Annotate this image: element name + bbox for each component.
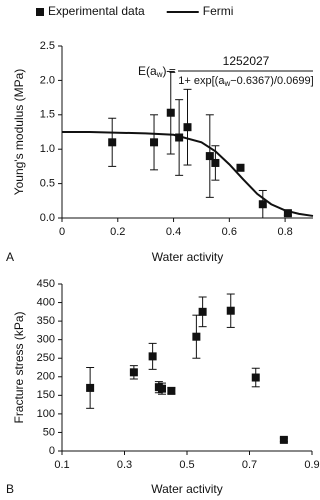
x-tick-label: 0.1: [54, 459, 69, 471]
y-tick-label: 50: [43, 426, 55, 438]
data-point: [205, 152, 214, 161]
data-point: [129, 368, 138, 377]
data-point: [211, 158, 220, 167]
data-point: [175, 133, 184, 142]
y-tick-label: 400: [37, 296, 55, 308]
y-tick-label: 0: [49, 445, 55, 457]
data-point: [279, 435, 288, 444]
annotation-numerator: 1252027: [223, 54, 270, 68]
data-point: [108, 138, 117, 147]
data-point: [236, 163, 245, 172]
fit-line: [62, 131, 314, 217]
annotation-text: ) =: [162, 64, 175, 78]
data-point: [166, 108, 175, 117]
y-tick-label: 450: [37, 278, 55, 290]
data-point: [258, 200, 267, 209]
x-tick-label: 0.4: [166, 226, 181, 238]
y-tick-label: 100: [37, 408, 55, 420]
legend-label: Experimental data: [48, 4, 145, 18]
y-tick-label: 2.5: [40, 40, 55, 52]
data-point: [198, 307, 207, 316]
y-tick-label: 200: [37, 371, 55, 383]
x-axis-label: Water activity: [152, 250, 224, 264]
annotation-lhs: E(aw) =: [138, 64, 176, 79]
y-tick-label: 1.0: [40, 143, 55, 155]
y-axis-label: Young's modulus (MPa): [12, 69, 26, 196]
y-tick-label: 250: [37, 352, 55, 364]
annotation-text: E(a: [138, 64, 157, 78]
x-tick-label: 0.5: [179, 459, 194, 471]
y-tick-label: 2.0: [40, 74, 55, 86]
data-point: [86, 383, 95, 392]
y-tick-label: 150: [37, 389, 55, 401]
x-tick-label: 0.3: [117, 459, 132, 471]
data-point: [226, 306, 235, 315]
annotation-text: 1+ exp[(a: [178, 75, 225, 87]
y-tick-label: 0.0: [40, 212, 55, 224]
x-tick-label: 0.9: [304, 459, 319, 471]
y-axis-label: Fracture stress (kPa): [12, 311, 26, 423]
panel-letter: B: [6, 482, 14, 496]
x-tick-label: 0.7: [242, 459, 257, 471]
data-point: [150, 138, 159, 147]
data-point: [167, 386, 176, 395]
y-tick-label: 0.5: [40, 178, 55, 190]
panel-letter: A: [6, 250, 14, 264]
annotation-text: −0.6367)/0.0699]: [230, 75, 314, 87]
x-tick-label: 0.8: [277, 226, 292, 238]
x-axis-label: Water activity: [151, 482, 223, 496]
data-point: [158, 384, 166, 393]
data-point: [183, 123, 192, 132]
y-tick-label: 300: [37, 334, 55, 346]
y-tick-label: 1.5: [40, 109, 55, 121]
data-point: [192, 332, 201, 341]
annotation-sub: w: [156, 70, 163, 79]
data-point: [148, 352, 157, 361]
legend-marker: [36, 8, 44, 16]
legend-label: Fermi: [203, 4, 234, 18]
annotation-sub: w: [223, 79, 230, 88]
x-tick-label: 0.6: [222, 226, 237, 238]
x-tick-label: 0.2: [110, 226, 125, 238]
y-tick-label: 350: [37, 315, 55, 327]
annotation-denominator: 1+ exp[(aw−0.6367)/0.0699]: [178, 75, 313, 88]
data-point: [283, 209, 292, 218]
x-tick-label: 0: [59, 226, 65, 238]
data-point: [251, 373, 260, 382]
